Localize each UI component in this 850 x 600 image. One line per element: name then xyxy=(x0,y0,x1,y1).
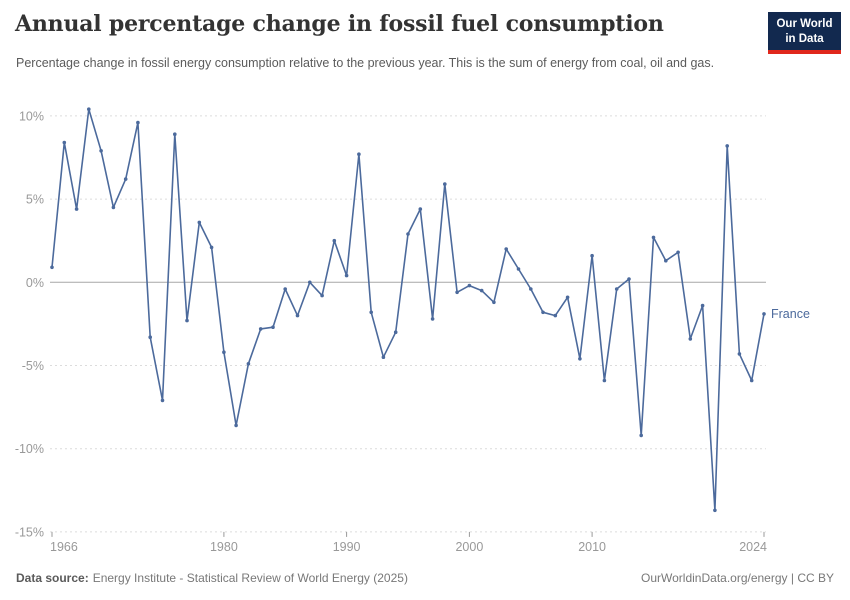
data-point[interactable] xyxy=(258,327,263,331)
france-data-line[interactable] xyxy=(51,108,765,512)
owid-logo-line1: Our World xyxy=(776,18,833,30)
data-point[interactable] xyxy=(639,433,643,438)
data-point[interactable] xyxy=(50,265,54,270)
data-point[interactable] xyxy=(467,283,472,288)
data-point[interactable] xyxy=(357,152,361,156)
data-point[interactable] xyxy=(553,313,558,318)
y-tick-label: -5% xyxy=(22,359,44,373)
x-tick-label: 2000 xyxy=(455,540,483,554)
x-tick-label: 2024 xyxy=(739,540,767,554)
data-point[interactable] xyxy=(99,149,103,153)
data-point[interactable] xyxy=(197,220,202,225)
data-point[interactable] xyxy=(713,508,717,513)
data-point[interactable] xyxy=(614,287,619,291)
data-point[interactable] xyxy=(283,287,288,291)
data-point[interactable] xyxy=(725,144,729,148)
chart-footer: Data source: Energy Institute - Statistic… xyxy=(16,571,834,585)
data-point[interactable] xyxy=(160,398,165,403)
data-point[interactable] xyxy=(173,132,177,136)
data-source-value: Energy Institute - Statistical Review of… xyxy=(92,571,408,585)
data-point[interactable] xyxy=(578,357,582,361)
data-point[interactable] xyxy=(664,258,668,263)
y-tick-label: 10% xyxy=(19,109,44,123)
data-point[interactable] xyxy=(308,280,312,285)
data-point[interactable] xyxy=(565,295,570,300)
y-tick-label: 5% xyxy=(26,193,44,207)
data-point[interactable] xyxy=(627,277,631,281)
data-point[interactable] xyxy=(516,267,521,271)
data-point[interactable] xyxy=(479,288,484,293)
owid-logo-line2: in Data xyxy=(785,32,824,45)
x-tick-label: 1966 xyxy=(50,540,78,554)
data-point[interactable] xyxy=(700,303,705,308)
data-point[interactable] xyxy=(111,205,116,210)
data-point[interactable] xyxy=(87,107,91,111)
data-point[interactable] xyxy=(737,352,742,356)
data-point[interactable] xyxy=(529,287,533,291)
data-point[interactable] xyxy=(749,378,754,383)
data-point[interactable] xyxy=(762,312,766,316)
data-point[interactable] xyxy=(369,310,374,315)
x-tick-label: 1980 xyxy=(210,540,238,554)
series-label-france[interactable]: France xyxy=(771,307,810,321)
data-point[interactable] xyxy=(602,378,607,383)
data-point[interactable] xyxy=(590,253,594,258)
data-point[interactable] xyxy=(136,120,140,125)
data-source-link[interactable]: Data source: Energy Institute - Statistic… xyxy=(16,571,408,585)
data-point[interactable] xyxy=(246,362,251,366)
data-point[interactable] xyxy=(332,238,337,243)
data-point[interactable] xyxy=(123,177,128,181)
data-point[interactable] xyxy=(504,247,509,251)
page-title: Annual percentage change in fossil fuel … xyxy=(15,11,664,37)
data-point[interactable] xyxy=(393,330,398,335)
data-point[interactable] xyxy=(74,207,79,211)
data-point[interactable] xyxy=(676,250,680,255)
data-point[interactable] xyxy=(271,325,275,330)
credit-link[interactable]: OurWorldinData.org/energy | CC BY xyxy=(641,571,834,585)
x-tick-label: 1990 xyxy=(333,540,361,554)
data-point[interactable] xyxy=(443,182,447,186)
data-point[interactable] xyxy=(406,232,410,236)
x-tick-label: 2010 xyxy=(578,540,606,554)
data-point[interactable] xyxy=(541,310,545,315)
data-point[interactable] xyxy=(222,350,226,355)
data-point[interactable] xyxy=(148,335,152,340)
data-point[interactable] xyxy=(688,337,693,341)
data-point[interactable] xyxy=(651,235,656,240)
data-point[interactable] xyxy=(455,290,459,295)
data-point[interactable] xyxy=(209,245,214,250)
data-point[interactable] xyxy=(430,317,435,321)
data-point[interactable] xyxy=(234,423,238,428)
chart-subtitle: Percentage change in fossil energy consu… xyxy=(16,56,715,70)
owid-logo[interactable]: Our World in Data xyxy=(768,12,841,55)
y-tick-label: -10% xyxy=(15,442,44,456)
data-point[interactable] xyxy=(320,293,324,298)
data-point[interactable] xyxy=(62,140,67,145)
y-tick-label: -15% xyxy=(15,525,44,539)
data-point[interactable] xyxy=(381,355,386,360)
data-source-label: Data source: xyxy=(16,571,89,585)
data-point[interactable] xyxy=(295,313,300,318)
data-point[interactable] xyxy=(185,318,189,323)
data-point[interactable] xyxy=(344,273,349,278)
y-tick-label: 0% xyxy=(26,276,44,290)
data-point[interactable] xyxy=(492,300,496,305)
data-point[interactable] xyxy=(418,207,423,211)
